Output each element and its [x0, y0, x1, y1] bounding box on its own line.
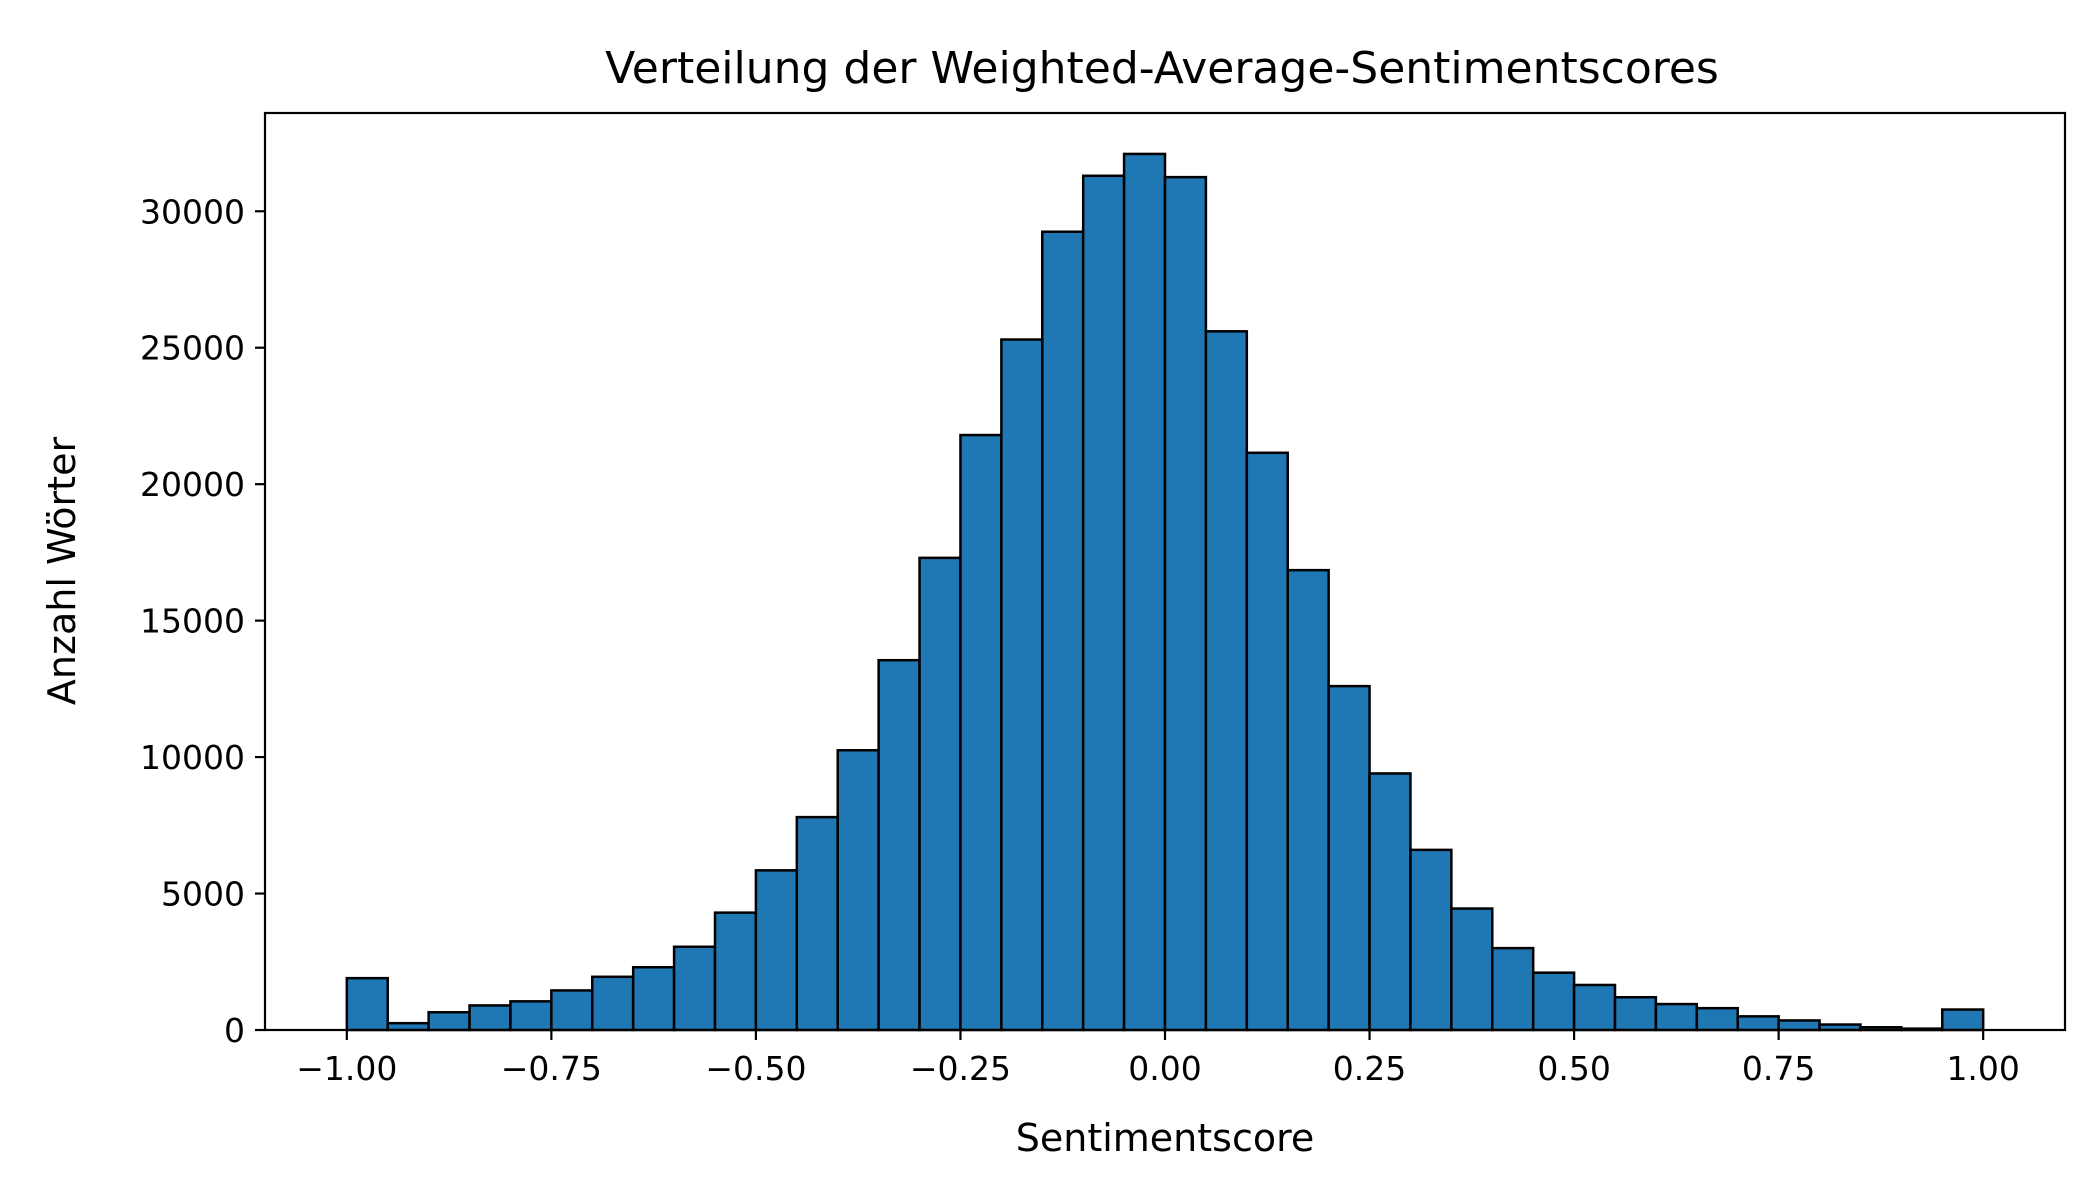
histogram-bar	[1081, 174, 1126, 1032]
histogram-bar	[1041, 230, 1085, 1032]
histogram-bar	[591, 975, 635, 1032]
histogram-bar	[672, 945, 717, 1032]
histogram-bar	[1736, 1015, 1780, 1032]
bars-group	[345, 152, 1985, 1032]
x-tick-label: −1.00	[296, 1049, 397, 1088]
histogram-bar	[345, 976, 389, 1032]
histogram-bar	[1613, 996, 1658, 1032]
histogram-bar	[550, 989, 594, 1032]
x-tick-label: −0.75	[501, 1049, 602, 1088]
histogram-bar	[509, 1000, 553, 1032]
x-axis: −1.00 −0.75 −0.50 −0.25 0.00 0.25 0.50 0.75 1.00	[296, 1030, 2020, 1088]
histogram-bar	[631, 965, 676, 1032]
histogram-bar	[1286, 568, 1330, 1032]
y-tick-label: 10000	[140, 738, 245, 777]
x-tick-label: 0.25	[1333, 1049, 1406, 1088]
y-tick-label: 5000	[161, 875, 245, 914]
x-tick-label: −0.50	[705, 1049, 806, 1088]
histogram-bar	[1572, 983, 1617, 1032]
histogram-bar	[836, 749, 880, 1032]
histogram-bar	[1122, 152, 1167, 1032]
x-tick-label: 0.50	[1537, 1049, 1610, 1088]
histogram-bar	[1163, 175, 1208, 1032]
histogram-bar	[1695, 1006, 1739, 1032]
histogram-bar	[795, 815, 839, 1032]
histogram-bar	[1245, 451, 1289, 1032]
histogram-bar	[1531, 971, 1576, 1032]
y-tick-label: 30000	[140, 192, 245, 231]
histogram-bar	[754, 869, 799, 1032]
histogram-bar	[918, 556, 962, 1032]
histogram-bar	[1368, 772, 1412, 1032]
histogram-bar	[468, 1004, 512, 1032]
y-tick-label: 15000	[140, 602, 245, 641]
histogram-bar	[1491, 946, 1535, 1032]
histogram-bar	[1204, 330, 1249, 1032]
histogram-bar	[877, 658, 921, 1032]
chart-title: Verteilung der Weighted-Average-Sentimen…	[605, 43, 1719, 94]
y-tick-label: 25000	[140, 329, 245, 368]
y-axis: 0 5000 10000 15000 20000 25000 30000	[140, 192, 265, 1050]
x-tick-label: 0.00	[1128, 1049, 1201, 1088]
histogram-bar	[1000, 338, 1044, 1032]
histogram-bar	[713, 911, 758, 1032]
x-tick-label: 1.00	[1946, 1049, 2019, 1088]
y-axis-label: Anzahl Wörter	[40, 437, 84, 706]
x-tick-label: −0.25	[910, 1049, 1011, 1088]
histogram-bar	[1654, 1002, 1699, 1032]
x-axis-label: Sentimentscore	[1016, 1116, 1315, 1160]
histogram-bar	[1409, 848, 1453, 1032]
histogram-bar	[1941, 1008, 1985, 1032]
y-tick-label: 0	[224, 1011, 245, 1050]
x-tick-label: 0.75	[1742, 1049, 1815, 1088]
histogram-bar	[1327, 684, 1371, 1032]
histogram-bar	[959, 433, 1003, 1032]
histogram-bar	[427, 1011, 471, 1032]
histogram-bar	[1450, 907, 1494, 1032]
y-tick-label: 20000	[140, 465, 245, 504]
histogram-bar	[1777, 1019, 1821, 1032]
